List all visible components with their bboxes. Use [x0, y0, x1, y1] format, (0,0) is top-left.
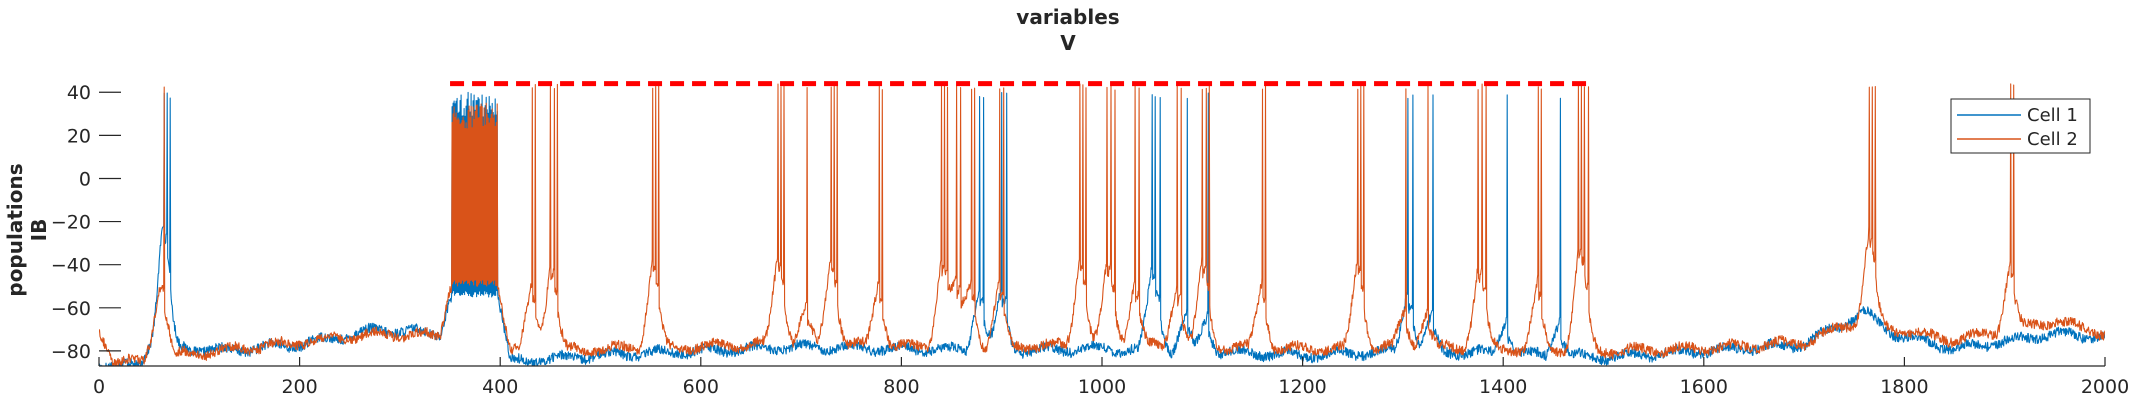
x-tick-label: 1200 — [1278, 376, 1326, 398]
x-tick-label: 0 — [93, 376, 105, 398]
x-tick-label: 1600 — [1680, 376, 1728, 398]
x-tick-label: 1000 — [1078, 376, 1126, 398]
plot-area — [99, 81, 2105, 366]
x-tick-label: 2000 — [2081, 376, 2129, 398]
series-line-cell-2 — [99, 83, 2105, 366]
x-tick-label: 1800 — [1880, 376, 1928, 398]
series-layer — [99, 83, 2105, 366]
x-tick-label: 200 — [281, 376, 317, 398]
x-tick-label: 400 — [482, 376, 518, 398]
x-tick-label: 600 — [683, 376, 719, 398]
legend-label-cell-1: Cell 1 — [2027, 105, 2078, 126]
y-tick-label: −80 — [51, 341, 91, 363]
axes: 0 200 400 600 800 1000 1200 1400 1600 1800 2000 −8… — [51, 82, 2129, 398]
y-tick-label: −20 — [51, 212, 91, 234]
y-ticks: −80 −60 −40 −20 0 20 40 — [51, 82, 121, 363]
chart-title: variables — [1016, 5, 1119, 29]
x-ticks: 0 200 400 600 800 1000 1200 1400 1600 1800 2000 — [93, 357, 2129, 398]
legend: Cell 1 Cell 2 — [1950, 98, 2091, 154]
y-tick-label: 40 — [67, 82, 91, 104]
y-axis-label-2: IB — [27, 219, 51, 242]
legend-box — [1950, 98, 2091, 154]
x-tick-label: 800 — [883, 376, 919, 398]
y-tick-label: −60 — [51, 298, 91, 320]
y-axis-label: populations — [3, 163, 27, 296]
chart-subtitle: V — [1060, 31, 1076, 55]
x-tick-label: 1400 — [1479, 376, 1527, 398]
y-tick-label: −40 — [51, 255, 91, 277]
y-tick-label: 20 — [67, 125, 91, 147]
y-tick-label: 0 — [79, 168, 91, 190]
legend-label-cell-2: Cell 2 — [2027, 129, 2078, 150]
